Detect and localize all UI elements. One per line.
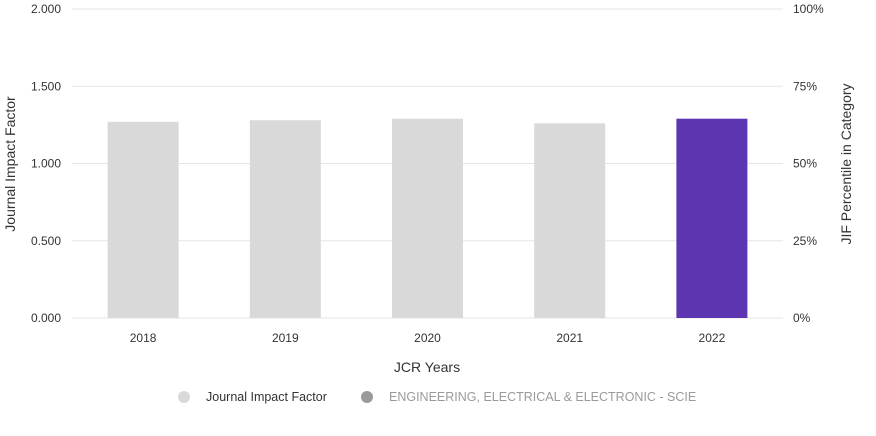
y-tick-label: 2.000	[31, 2, 61, 16]
left-axis-ticks: 0.000 0.500 1.000 1.500 2.000	[31, 2, 61, 325]
x-axis-ticks: 2018 2019 2020 2021 2022	[130, 331, 726, 345]
legend-label-journal-impact-factor: Journal Impact Factor	[206, 390, 327, 404]
y-tick-label: 0.000	[31, 311, 61, 325]
bar-2022	[676, 118, 748, 318]
y2-tick-label: 25%	[793, 234, 817, 248]
legend-label-category: ENGINEERING, ELECTRICAL & ELECTRONIC - S…	[389, 390, 696, 404]
bar-2019	[249, 120, 321, 319]
y2-tick-label: 0%	[793, 311, 811, 325]
x-tick-label: 2019	[272, 331, 299, 345]
y-tick-label: 1.500	[31, 79, 61, 93]
x-tick-label: 2021	[556, 331, 583, 345]
y2-tick-label: 50%	[793, 157, 817, 171]
bars	[107, 118, 748, 319]
x-tick-label: 2020	[414, 331, 441, 345]
x-axis-title: JCR Years	[394, 359, 460, 375]
y2-tick-label: 75%	[793, 79, 817, 93]
legend-item-category[interactable]: ENGINEERING, ELECTRICAL & ELECTRONIC - S…	[361, 390, 696, 404]
y-axis-title: Journal Impact Factor	[2, 96, 18, 232]
x-tick-label: 2022	[699, 331, 726, 345]
legend-marker-journal-impact-factor	[178, 391, 190, 403]
bar-2018	[107, 121, 179, 318]
right-axis-ticks: 0% 25% 50% 75% 100%	[793, 2, 824, 325]
y-tick-label: 0.500	[31, 234, 61, 248]
y2-axis-title: JIF Percentile in Category	[838, 83, 854, 244]
y2-tick-label: 100%	[793, 2, 824, 16]
y-tick-label: 1.000	[31, 157, 61, 171]
x-tick-label: 2018	[130, 331, 157, 345]
legend-item-journal-impact-factor[interactable]: Journal Impact Factor	[178, 390, 327, 404]
bar-2021	[534, 123, 606, 318]
bar-2020	[392, 118, 463, 318]
legend: Journal Impact Factor ENGINEERING, ELECT…	[178, 390, 696, 404]
legend-marker-category	[361, 391, 373, 403]
